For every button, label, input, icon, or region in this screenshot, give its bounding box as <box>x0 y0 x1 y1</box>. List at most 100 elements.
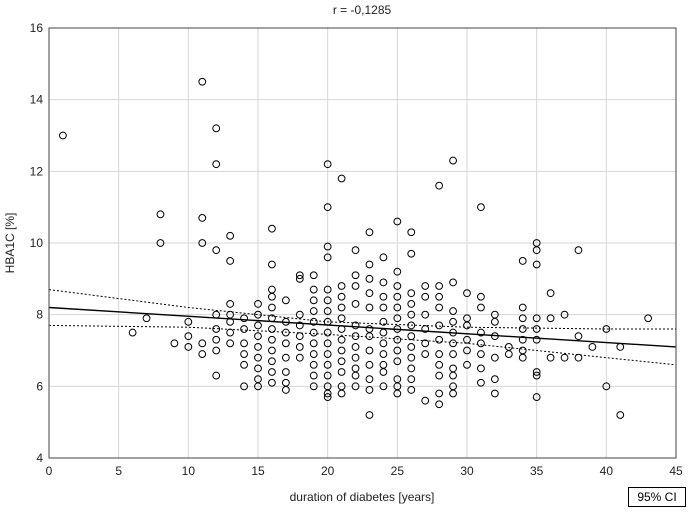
data-point <box>184 343 193 351</box>
data-point <box>254 321 262 330</box>
data-point <box>407 310 416 319</box>
y-tick-label: 16 <box>30 21 44 35</box>
data-point <box>240 339 248 348</box>
x-axis-title: duration of diabetes [years] <box>290 490 435 504</box>
data-point <box>449 156 457 165</box>
data-point <box>268 292 276 301</box>
data-point <box>644 314 653 323</box>
y-tick-label: 10 <box>30 236 44 250</box>
data-point <box>337 346 346 355</box>
data-point <box>407 300 416 308</box>
data-point <box>212 325 221 333</box>
data-point <box>281 368 290 376</box>
data-point <box>226 317 235 326</box>
data-point <box>532 325 541 333</box>
data-point <box>490 375 499 384</box>
data-point <box>323 350 332 358</box>
data-point <box>532 260 541 269</box>
data-point <box>337 282 346 290</box>
data-point <box>365 274 374 283</box>
data-point <box>337 325 346 333</box>
data-point <box>435 335 444 344</box>
data-point <box>393 303 402 312</box>
x-tick-label: 25 <box>391 464 405 478</box>
data-point <box>268 378 276 387</box>
data-point <box>226 328 235 337</box>
ci-lower-line <box>48 324 677 366</box>
data-point <box>365 325 374 333</box>
data-point <box>407 289 416 298</box>
data-point <box>379 292 388 301</box>
data-point <box>337 292 346 301</box>
y-tick-label: 14 <box>30 93 44 107</box>
data-point <box>212 310 221 319</box>
data-point <box>365 346 374 355</box>
data-point <box>198 339 207 348</box>
data-point <box>463 289 471 298</box>
data-point <box>323 371 332 380</box>
x-tick-label: 45 <box>669 464 683 478</box>
data-point <box>281 386 290 394</box>
data-point <box>477 378 485 387</box>
legend-ci-label: 95% CI <box>637 490 677 504</box>
data-point <box>365 228 374 237</box>
x-tick-label: 40 <box>600 464 614 478</box>
data-point <box>309 339 318 348</box>
data-point <box>128 328 137 337</box>
data-point <box>254 343 262 351</box>
data-point <box>323 328 332 337</box>
data-point <box>268 325 276 333</box>
data-point <box>435 181 444 190</box>
data-point <box>463 360 471 369</box>
data-point <box>226 300 235 308</box>
data-point <box>337 174 346 183</box>
data-point <box>309 296 318 305</box>
data-point <box>198 350 207 358</box>
data-point <box>449 339 457 348</box>
data-point <box>240 314 248 323</box>
data-point <box>379 368 388 376</box>
data-point <box>170 339 179 348</box>
data-point <box>421 339 430 348</box>
data-point <box>477 203 485 212</box>
data-point <box>532 368 541 376</box>
data-point <box>435 360 444 369</box>
data-point <box>435 371 444 380</box>
data-point <box>421 325 430 333</box>
data-point <box>393 389 402 398</box>
regression-line <box>48 306 677 348</box>
data-point <box>449 371 457 380</box>
y-axis-title: HBA1C [%] <box>3 213 17 274</box>
data-point <box>407 375 416 384</box>
data-point <box>518 314 527 323</box>
data-point <box>351 364 360 373</box>
data-point <box>616 411 625 419</box>
data-point <box>407 386 416 394</box>
data-point <box>532 246 541 255</box>
y-tick-labels: 4 6 8 10 12 14 16 <box>30 21 44 465</box>
data-point <box>421 282 430 290</box>
data-point <box>323 393 332 401</box>
data-point <box>226 339 235 348</box>
data-point <box>337 368 346 376</box>
data-point <box>407 343 416 351</box>
x-tick-label: 5 <box>115 464 122 478</box>
data-point <box>365 260 374 269</box>
data-point <box>323 296 332 305</box>
data-point <box>351 300 360 308</box>
data-point <box>379 317 388 326</box>
data-point <box>268 303 276 312</box>
data-point <box>323 307 332 315</box>
data-point <box>393 267 402 276</box>
data-point <box>309 317 318 326</box>
data-point <box>435 389 444 398</box>
x-tick-label: 0 <box>46 464 53 478</box>
data-point <box>393 325 402 333</box>
legend-ci-box: 95% CI <box>628 487 686 507</box>
data-point <box>268 260 276 269</box>
data-point <box>379 278 388 287</box>
data-point <box>281 339 290 348</box>
data-point <box>379 339 388 348</box>
x-tick-label: 30 <box>460 464 474 478</box>
